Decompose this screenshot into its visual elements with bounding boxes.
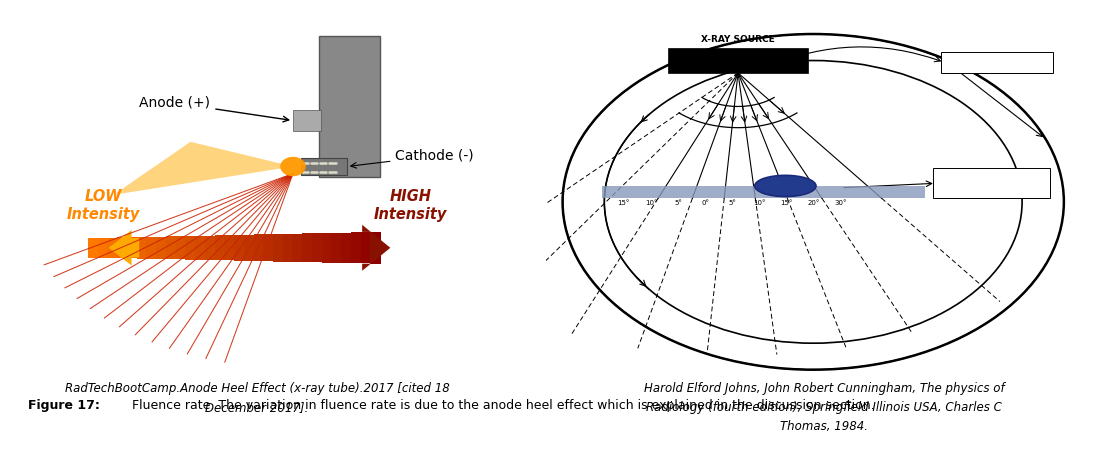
FancyArrow shape [107,238,118,258]
Bar [602,186,925,198]
FancyArrow shape [146,237,157,259]
FancyArrow shape [283,234,293,262]
FancyArrow shape [156,236,167,259]
Text: Harold Elford Johns, John Robert Cunningham, The physics of
Radiology (fourth ed: Harold Elford Johns, John Robert Cunning… [644,382,1005,433]
Bar [301,158,346,175]
FancyBboxPatch shape [941,52,1053,73]
FancyArrow shape [370,232,381,264]
FancyArrow shape [332,233,342,263]
Text: RadTechBootCamp.Anode Heel Effect (x-ray tube).2017 [cited 18
December 2017].: RadTechBootCamp.Anode Heel Effect (x-ray… [65,382,449,414]
FancyArrow shape [302,233,313,262]
FancyArrow shape [254,235,264,261]
FancyArrow shape [273,234,284,261]
Bar [319,36,380,177]
FancyArrow shape [108,230,139,265]
Ellipse shape [281,157,305,176]
Text: Fluence rate. The variation in fluence rate is due to the anode heel effect whic: Fluence rate. The variation in fluence r… [128,399,874,412]
FancyArrow shape [312,233,323,262]
Ellipse shape [754,175,815,197]
Text: Target 10°: Target 10° [976,58,1018,67]
FancyArrow shape [362,225,390,271]
Text: 0°: 0° [702,200,710,206]
FancyArrow shape [351,232,362,263]
Bar [293,110,321,131]
FancyArrow shape [185,236,196,260]
FancyArrow shape [263,234,274,261]
Text: Figure 17:: Figure 17: [28,399,100,412]
Polygon shape [114,142,293,195]
FancyArrow shape [195,236,206,260]
Text: X-RAY SOURCE: X-RAY SOURCE [701,35,775,44]
Text: Cathode (-): Cathode (-) [351,149,475,168]
FancyArrow shape [127,237,138,258]
Text: 15°: 15° [781,200,793,206]
FancyArrow shape [361,232,371,264]
Text: Anode (+): Anode (+) [139,96,289,122]
FancyArrow shape [224,235,235,260]
Text: HIGH
Intensity: HIGH Intensity [374,189,448,222]
FancyArrow shape [166,236,177,259]
Text: 10°: 10° [645,200,657,206]
Text: 30°: 30° [834,200,848,206]
Text: LOW
Intensity: LOW Intensity [67,189,140,222]
Text: 10°: 10° [753,200,765,206]
FancyArrow shape [234,235,245,261]
FancyArrow shape [215,235,225,260]
FancyArrow shape [205,236,216,260]
FancyArrow shape [117,237,128,258]
FancyArrow shape [98,238,108,258]
FancyBboxPatch shape [932,168,1049,198]
Bar [668,48,808,73]
Text: 20°: 20° [808,200,820,206]
FancyArrow shape [88,238,99,257]
FancyArrow shape [293,234,303,262]
Text: ionization
chamber: ionization chamber [971,173,1012,193]
FancyArrow shape [341,232,352,263]
FancyArrow shape [244,235,255,261]
Text: 15°: 15° [617,200,631,206]
Text: 5°: 5° [674,200,682,206]
Text: 5°: 5° [729,200,736,206]
FancyArrow shape [322,233,332,263]
FancyArrow shape [176,236,186,260]
FancyArrow shape [137,237,147,259]
